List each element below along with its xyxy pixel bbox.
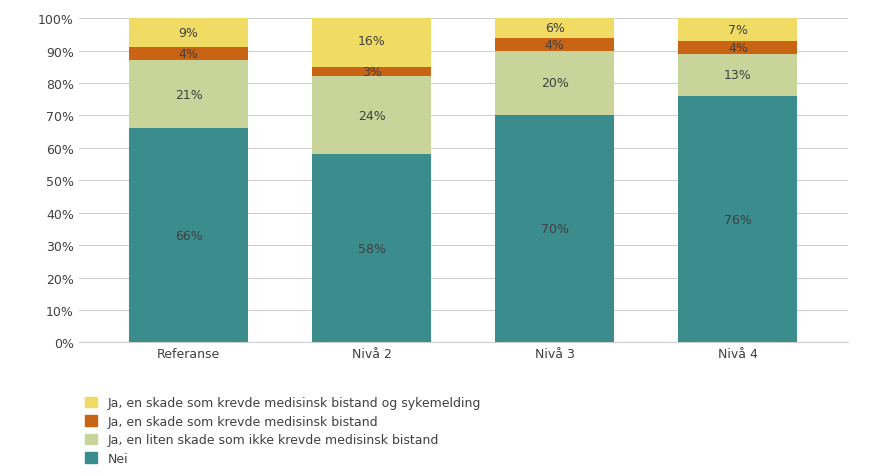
- Text: 58%: 58%: [357, 242, 385, 255]
- Bar: [678, 97, 797, 343]
- Bar: [496, 19, 614, 39]
- Bar: [496, 116, 614, 343]
- Bar: [312, 77, 431, 155]
- Bar: [312, 16, 431, 68]
- Bar: [129, 48, 248, 61]
- Text: 4%: 4%: [728, 42, 748, 55]
- Text: 6%: 6%: [545, 22, 565, 35]
- Text: 24%: 24%: [357, 109, 385, 123]
- Bar: [678, 42, 797, 55]
- Bar: [312, 155, 431, 343]
- Bar: [312, 68, 431, 77]
- Bar: [496, 51, 614, 116]
- Text: 7%: 7%: [728, 24, 748, 37]
- Bar: [129, 129, 248, 343]
- Text: 20%: 20%: [541, 77, 569, 90]
- Text: 70%: 70%: [541, 223, 569, 236]
- Text: 76%: 76%: [724, 213, 752, 226]
- Text: 3%: 3%: [362, 66, 382, 79]
- Legend: Ja, en skade som krevde medisinsk bistand og sykemelding, Ja, en skade som krevd: Ja, en skade som krevde medisinsk bistan…: [85, 397, 481, 465]
- Bar: [129, 61, 248, 129]
- Bar: [129, 19, 248, 48]
- Text: 9%: 9%: [178, 27, 198, 40]
- Text: 16%: 16%: [357, 35, 385, 48]
- Text: 4%: 4%: [178, 48, 198, 61]
- Text: 13%: 13%: [724, 69, 752, 82]
- Text: 4%: 4%: [545, 39, 565, 51]
- Bar: [496, 39, 614, 51]
- Bar: [678, 19, 797, 42]
- Text: 66%: 66%: [175, 229, 203, 242]
- Text: 21%: 21%: [175, 89, 203, 101]
- Bar: [678, 55, 797, 97]
